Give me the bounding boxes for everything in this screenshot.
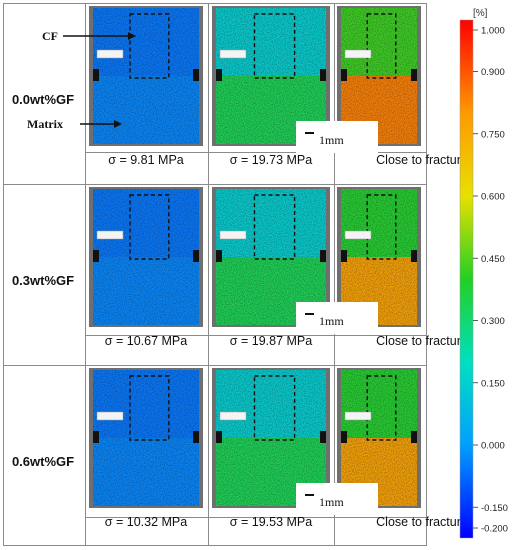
colorbar-tick-label: 0.750: [481, 129, 505, 140]
colorbar-tick-label: 1.000: [481, 26, 505, 37]
colorbar-tick-label: 0.450: [481, 254, 505, 265]
scale-bar-label: 1mm: [319, 495, 344, 509]
cf-dashed-box: [366, 375, 397, 441]
specimen-tag: [344, 49, 372, 59]
cf-dashed-box: [129, 194, 170, 260]
grip-notch-left: [216, 250, 222, 262]
row-label: 0.0wt%GF: [12, 92, 74, 107]
row-label: 0.3wt%GF: [12, 273, 74, 288]
stress-label: σ = 19.87 MPa: [230, 334, 312, 348]
cf-arrow-head: [128, 32, 136, 40]
grip-notch-left: [216, 431, 222, 443]
strain-map-panel: [89, 6, 203, 146]
cf-dashed-box: [366, 194, 397, 260]
matrix-arrow-head: [114, 120, 122, 128]
grip-notch-right: [320, 250, 326, 262]
colorbar-unit-label: [%]: [473, 8, 488, 19]
specimen-tag: [219, 411, 247, 421]
speckle-texture: [93, 8, 199, 144]
cf-dashed-box: [253, 194, 296, 260]
colorbar-tick-label: 0.300: [481, 316, 505, 327]
grip-notch-right: [193, 431, 199, 443]
specimen-tag: [219, 230, 247, 240]
scale-bar-background: [296, 483, 378, 515]
colorbar: [%] 1.000 0.900 0.750 0.600 0.450 0.300 0.150 0…: [459, 8, 508, 539]
grip-notch-left: [93, 250, 99, 262]
grip-notch-left: [341, 250, 347, 262]
cf-label: CF: [42, 29, 58, 43]
grip-notch-left: [93, 431, 99, 443]
specimen-tag: [96, 49, 124, 59]
scale-bar: 1mm: [296, 302, 378, 334]
colorbar-tick-label: -0.200: [481, 524, 508, 535]
cf-dashed-box: [253, 375, 296, 441]
specimen-tag: [344, 230, 372, 240]
grip-notch-right: [320, 69, 326, 81]
cf-dashed-box: [129, 13, 170, 79]
grip-notch-right: [193, 69, 199, 81]
speckle-texture: [93, 370, 199, 506]
grip-notch-right: [193, 250, 199, 262]
colorbar-tick-label: 0.600: [481, 192, 505, 203]
cf-dashed-box: [366, 13, 397, 79]
specimen-tag: [344, 411, 372, 421]
scale-bar-label: 1mm: [319, 133, 344, 147]
specimen-tag: [96, 230, 124, 240]
rows-layer: 0.0wt%GF σ = 9.81 MPa σ = 19.73 MPa Close t…: [12, 6, 468, 529]
colorbar-tick-label: -0.150: [481, 503, 508, 514]
row-1: 0.0wt%GF σ = 9.81 MPa σ = 19.73 MPa Close t…: [12, 6, 468, 167]
cf-dashed-box: [253, 13, 296, 79]
scale-bar-background: [296, 121, 378, 153]
speckle-texture: [93, 189, 199, 325]
stress-label: σ = 19.73 MPa: [230, 153, 312, 167]
grip-notch-right: [411, 250, 417, 262]
stress-label: σ = 19.53 MPa: [230, 515, 312, 529]
colorbar-tick-label: 0.900: [481, 67, 505, 78]
cf-dashed-box: [129, 375, 170, 441]
strain-map-panel: [89, 187, 203, 327]
stress-label: σ = 9.81 MPa: [108, 153, 184, 167]
colorbar-tick-label: 0.150: [481, 378, 505, 389]
fracture-label: Close to fracture: [376, 153, 468, 167]
stress-label: σ = 10.32 MPa: [105, 515, 187, 529]
specimen-tag: [219, 49, 247, 59]
strain-map-panel: [89, 368, 203, 508]
fracture-label: Close to fracture: [376, 334, 468, 348]
colorbar-gradient: [459, 19, 474, 539]
grip-notch-left: [341, 69, 347, 81]
grip-notch-right: [411, 69, 417, 81]
scale-bar-background: [296, 302, 378, 334]
row-3: 0.6wt%GF σ = 10.32 MPa σ = 19.53 MPa Close …: [12, 368, 468, 529]
scale-bar: 1mm: [296, 483, 378, 515]
colorbar-tick-label: 0.000: [481, 441, 505, 452]
stress-label: σ = 10.67 MPa: [105, 334, 187, 348]
row-2: 0.3wt%GF σ = 10.67 MPa σ = 19.87 MPa Close …: [12, 187, 468, 348]
scale-bar: 1mm: [296, 121, 378, 153]
grip-notch-right: [411, 431, 417, 443]
matrix-label: Matrix: [27, 117, 63, 131]
grip-notch-left: [341, 431, 347, 443]
grip-notch-left: [93, 69, 99, 81]
colorbar-ticks: 1.000 0.900 0.750 0.600 0.450 0.300 0.150 0.000…: [473, 26, 508, 535]
scale-bar-label: 1mm: [319, 314, 344, 328]
specimen-tag: [96, 411, 124, 421]
table-grid: [3, 3, 427, 546]
annotations: CF Matrix: [27, 29, 136, 131]
grip-notch-right: [320, 431, 326, 443]
row-label: 0.6wt%GF: [12, 454, 74, 469]
strain-map-panel: [337, 368, 421, 508]
fracture-label: Close to fracture: [376, 515, 468, 529]
grip-notch-left: [216, 69, 222, 81]
